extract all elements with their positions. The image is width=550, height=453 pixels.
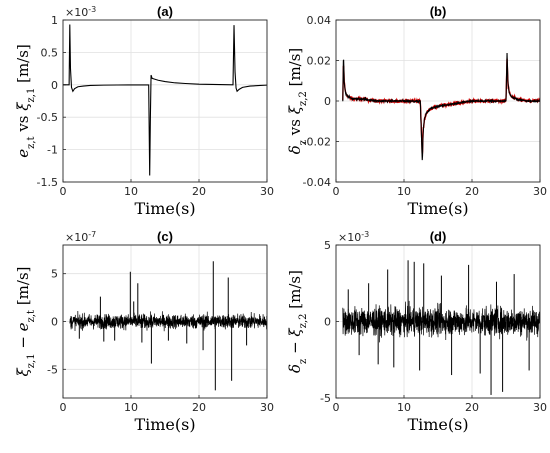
y-tick-label: 5 bbox=[51, 268, 58, 281]
y-tick-label: 0.5 bbox=[41, 46, 59, 59]
chart-b: 0 10 20 30 0.04 0.02 0 -0.02 -0.04 (b) Time(s) δz v… bbox=[286, 4, 547, 218]
y-tick-label: -0.04 bbox=[303, 176, 331, 189]
axes-frame bbox=[62, 19, 268, 183]
x-tick-label: 10 bbox=[397, 185, 411, 198]
plot-area bbox=[63, 24, 267, 176]
chart-a: 0 10 20 30 1 0.5 0 -0.5 -1 -1.5 ×10-3 (a) Time(s) ez,… bbox=[14, 4, 274, 218]
y-tick-label: -0.02 bbox=[303, 136, 331, 149]
x-tick-label: 30 bbox=[260, 185, 274, 198]
axes-frame bbox=[335, 244, 541, 399]
series-line bbox=[342, 53, 540, 161]
x-tick-label: 30 bbox=[533, 185, 547, 198]
y-axis-label: ez,t vs ξz,1 [m/s] bbox=[14, 44, 37, 158]
plot-area bbox=[342, 260, 540, 395]
y-tick-label: 0 bbox=[324, 316, 331, 329]
x-tick-label: 10 bbox=[397, 401, 411, 414]
x-tick-label: 30 bbox=[533, 401, 547, 414]
y-axis-label: δz vs ξz,2 [m/s] bbox=[286, 48, 309, 155]
plot-area bbox=[342, 53, 540, 161]
x-tick-label: 10 bbox=[124, 185, 138, 198]
y-tick-label: 0 bbox=[324, 95, 331, 108]
y-tick-label: 0 bbox=[51, 79, 58, 92]
y-tick-label: 0.02 bbox=[307, 55, 332, 68]
x-axis-label: Time(s) bbox=[134, 199, 195, 218]
x-tick-label: 20 bbox=[192, 185, 206, 198]
x-tick-label: 0 bbox=[60, 401, 67, 414]
x-tick-label: 0 bbox=[60, 185, 67, 198]
y-axis-label: δz − ξz,2 [m/s] bbox=[286, 270, 309, 373]
x-tick-label: 20 bbox=[465, 185, 479, 198]
x-tick-label: 0 bbox=[333, 401, 340, 414]
x-axis-label: Time(s) bbox=[407, 415, 468, 434]
x-tick-label: 30 bbox=[260, 401, 274, 414]
x-tick-label: 20 bbox=[465, 401, 479, 414]
x-axis-label: Time(s) bbox=[134, 415, 195, 434]
x-axis-label: Time(s) bbox=[407, 199, 468, 218]
y-tick-label: -5 bbox=[47, 363, 58, 376]
y-tick-label: 0 bbox=[51, 316, 58, 329]
y-exponent: ×10-7 bbox=[65, 230, 96, 244]
y-exponent: ×10-3 bbox=[338, 230, 369, 244]
x-tick-label: 0 bbox=[333, 185, 340, 198]
x-tick-label: 10 bbox=[124, 401, 138, 414]
y-tick-label: 1 bbox=[51, 14, 58, 27]
y-tick-label: -5 bbox=[320, 392, 331, 405]
plot-area bbox=[69, 261, 267, 391]
y-tick-label: -1 bbox=[47, 144, 58, 157]
chart-title: (d) bbox=[430, 229, 447, 244]
y-tick-label: -0.5 bbox=[37, 111, 58, 124]
series-line bbox=[63, 24, 267, 176]
series-line bbox=[342, 58, 540, 156]
y-tick-label: -1.5 bbox=[37, 176, 58, 189]
y-tick-label: 0.04 bbox=[307, 14, 332, 27]
y-tick-label: 5 bbox=[324, 239, 331, 252]
y-exponent: ×10-3 bbox=[65, 5, 96, 19]
chart-c: 0 10 20 30 5 0 -5 ×10-7 (c) Time(s) ξz,1 − ez,t [m… bbox=[14, 229, 274, 434]
axes-frame bbox=[335, 19, 541, 183]
y-axis-label: ξz,1 − ez,t [m/s] bbox=[14, 267, 37, 377]
axes-frame bbox=[62, 244, 268, 399]
chart-title: (b) bbox=[430, 4, 447, 19]
chart-title: (c) bbox=[157, 229, 173, 244]
x-tick-label: 20 bbox=[192, 401, 206, 414]
chart-title: (a) bbox=[157, 4, 173, 19]
